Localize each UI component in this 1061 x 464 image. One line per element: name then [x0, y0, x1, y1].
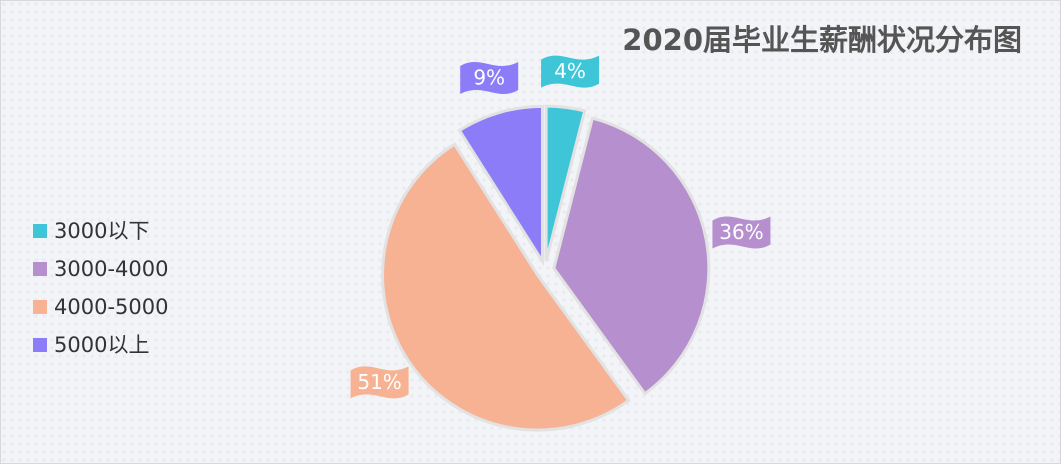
data-label: 51% — [357, 370, 401, 394]
legend-swatch — [33, 300, 47, 314]
pie-slice — [544, 104, 587, 262]
chart-title: 2020届毕业生薪酬状况分布图 — [622, 23, 1022, 57]
label-flag — [460, 61, 519, 94]
label-flag — [712, 216, 771, 249]
pie-slice — [457, 104, 544, 267]
data-label: 9% — [473, 65, 505, 89]
legend-swatch — [33, 338, 47, 352]
data-label: 36% — [719, 220, 763, 244]
legend-label: 3000以下 — [54, 219, 149, 243]
pie-slice — [381, 142, 631, 432]
legend-label: 4000-5000 — [54, 295, 168, 319]
legend-label: 5000以上 — [54, 333, 149, 357]
legend-swatch — [33, 224, 47, 238]
legend-label: 3000-4000 — [54, 257, 168, 281]
legend-swatch — [33, 262, 47, 276]
label-flag — [541, 55, 600, 88]
data-label: 4% — [554, 59, 586, 83]
label-flag — [350, 366, 409, 399]
pie-slice — [552, 116, 711, 396]
